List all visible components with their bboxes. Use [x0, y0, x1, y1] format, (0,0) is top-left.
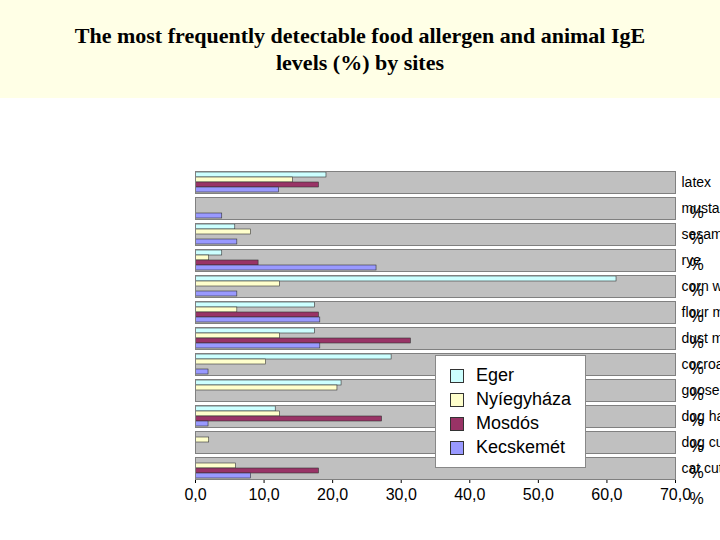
svg-text:%: % — [690, 360, 704, 377]
html-text:Mosdós: Mosdós — [476, 413, 539, 433]
svg-text:%: % — [690, 230, 704, 247]
svg-text:%: % — [690, 386, 704, 403]
svg-text:20,0: 20,0 — [317, 486, 348, 503]
svg-text:30,0: 30,0 — [386, 486, 417, 503]
svg-text:40,0: 40,0 — [454, 486, 485, 503]
svg-text:70,0: 70,0 — [660, 486, 691, 503]
svg-text:%: % — [690, 438, 704, 455]
svg-text:%: % — [690, 282, 704, 299]
html-text:Nyíegyháza: Nyíegyháza — [476, 389, 572, 409]
svg-text:50,0: 50,0 — [523, 486, 554, 503]
svg-text:%: % — [690, 204, 704, 221]
svg-text:latex: latex — [682, 174, 712, 190]
svg-text:10,0: 10,0 — [249, 486, 280, 503]
svg-text:%: % — [690, 412, 704, 429]
svg-text:%: % — [690, 490, 704, 507]
svg-text:%: % — [690, 308, 704, 325]
svg-text:%: % — [690, 256, 704, 273]
svg-text:60,0: 60,0 — [591, 486, 622, 503]
svg-text:%: % — [690, 334, 704, 351]
html-text:Kecskemét: Kecskemét — [476, 437, 565, 457]
html-text:Eger: Eger — [476, 365, 514, 385]
html-text:The most frequently detectable: The most frequently detectable food alle… — [74, 22, 646, 75]
svg-text:0,0: 0,0 — [184, 486, 206, 503]
svg-text:%: % — [690, 464, 704, 481]
